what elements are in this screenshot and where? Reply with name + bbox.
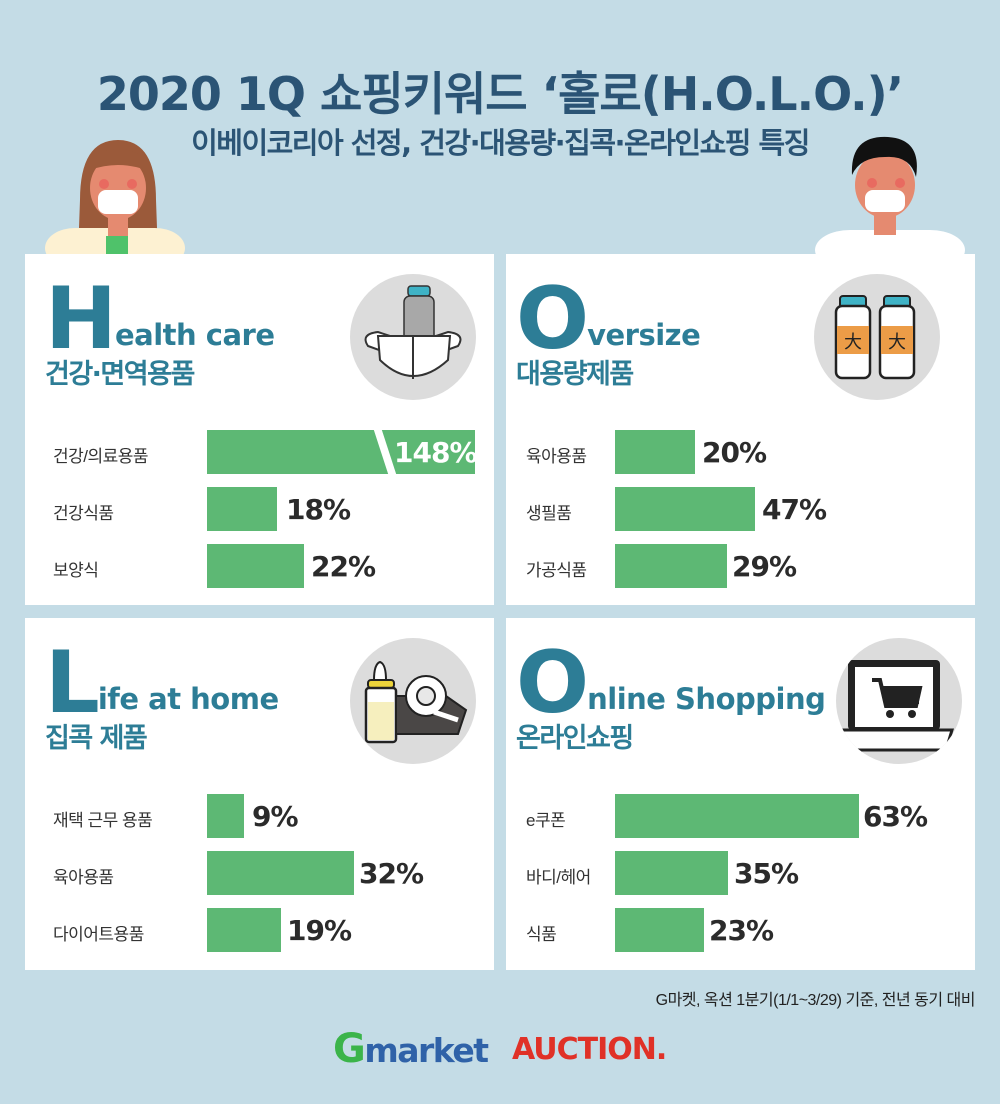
bar-list: 재택 근무 용품 9% 육아용품 32% 다이어트용품 19%: [25, 794, 494, 965]
panel-heading: Online Shopping 온라인쇼핑: [516, 633, 826, 755]
bottle-label: 大: [888, 332, 906, 353]
bar: [207, 487, 277, 531]
bar-row: 보양식 22%: [25, 544, 494, 601]
bar-list: 육아용품 20% 생필품 47% 가공식품 29%: [506, 430, 975, 601]
bar-value: 23%: [709, 914, 774, 947]
heading-initial: L: [45, 633, 100, 733]
panel-health-care: Health care 건강·면역용품 건강/의료용품 148% 건강식품 18…: [25, 254, 494, 605]
bar: [615, 794, 859, 838]
source-note: G마켓, 옥션 1분기(1/1~3/29) 기준, 전년 동기 대비: [655, 992, 976, 1009]
bar-label: 식품: [526, 925, 557, 944]
bar: [207, 908, 281, 952]
gmarket-logo-g: G: [333, 1026, 366, 1072]
bar-value: 32%: [359, 857, 424, 890]
bar-row: 생필품 47%: [506, 487, 975, 544]
bar-label: e쿠폰: [526, 811, 566, 830]
bar-label: 육아용품: [53, 868, 114, 887]
bar-label: 생필품: [526, 504, 572, 523]
bar-value: 29%: [732, 550, 797, 583]
bar-row: 식품 23%: [506, 908, 975, 965]
heading-word: ealth care: [114, 318, 275, 352]
heading-korean: 대용량제품: [516, 359, 634, 390]
bar: [615, 851, 728, 895]
bar-list: e쿠폰 63% 바디/헤어 35% 식품 23%: [506, 794, 975, 965]
bar: [615, 487, 755, 531]
bottle-label: 大: [844, 332, 862, 353]
bar-label: 가공식품: [526, 561, 587, 580]
bar-value: 20%: [702, 436, 767, 469]
bar-value: 148%: [394, 436, 478, 469]
large-bottles-icon: 大 大: [814, 274, 940, 400]
heading-word: versize: [587, 318, 701, 352]
auction-logo: AUCTION.: [512, 1032, 667, 1067]
bar: [207, 544, 304, 588]
bar: [615, 430, 695, 474]
woman-with-mask-illustration: [45, 140, 185, 256]
heading-initial: O: [516, 269, 589, 369]
panel-heading: Oversize 대용량제품: [516, 269, 701, 391]
bar-value: 9%: [252, 800, 299, 833]
heading-initial: H: [45, 269, 117, 369]
bar: [207, 794, 244, 838]
bar-label: 건강/의료용품: [53, 447, 149, 466]
bar-row: 육아용품 32%: [25, 851, 494, 908]
bar-row: 바디/헤어 35%: [506, 851, 975, 908]
bar-row: 다이어트용품 19%: [25, 908, 494, 965]
bar-row: 건강/의료용품 148%: [25, 428, 494, 487]
bar-row: 육아용품 20%: [506, 430, 975, 487]
bar-value: 63%: [863, 800, 928, 833]
bar-list: 건강/의료용품 148% 건강식품 18% 보양식 22%: [25, 428, 494, 601]
page-subtitle: 이베이코리아 선정, 건강·대용량·집콕·온라인쇼핑 특징: [191, 126, 810, 160]
heading-word: nline Shopping: [587, 682, 826, 716]
bar-label: 보양식: [53, 561, 99, 580]
heading-word: ife at home: [97, 682, 279, 716]
panel-heading: Health care 건강·면역용품: [45, 269, 275, 391]
bar-label: 바디/헤어: [526, 868, 591, 887]
heading-initial: O: [516, 633, 589, 733]
man-with-mask-illustration: [815, 136, 965, 255]
bar-value: 22%: [311, 550, 376, 583]
mask-and-bottle-icon: [350, 274, 476, 400]
panel-online-shopping: Online Shopping 온라인쇼핑 e쿠폰 63% 바디/헤어 35% …: [506, 618, 975, 970]
bar-value: 47%: [762, 493, 827, 526]
heading-korean: 온라인쇼핑: [516, 723, 634, 754]
bar: [615, 544, 727, 588]
gmarket-logo: Gmarket: [333, 1026, 489, 1072]
bar-row: 가공식품 29%: [506, 544, 975, 601]
bar-value: 19%: [287, 914, 352, 947]
bar: [615, 908, 704, 952]
bar-label: 다이어트용품: [53, 925, 144, 944]
panel-oversize: Oversize 대용량제품 大 大 육아용품 20% 생필품 47% 가공식품: [506, 254, 975, 605]
baby-bottle-and-tape-icon: [350, 638, 476, 764]
bar: [207, 851, 354, 895]
gmarket-logo-text: market: [364, 1031, 489, 1070]
heading-korean: 집콕 제품: [45, 723, 148, 754]
panel-heading: Life at home 집콕 제품: [45, 633, 279, 755]
bar: [207, 428, 475, 476]
bar-label: 육아용품: [526, 447, 587, 466]
bar-label: 재택 근무 용품: [53, 811, 153, 830]
panel-life-at-home: Life at home 집콕 제품 재택 근무 용품 9% 육아용품 32% …: [25, 618, 494, 970]
laptop-cart-icon: [836, 638, 962, 764]
bar-value: 18%: [286, 493, 351, 526]
bar-row: e쿠폰 63%: [506, 794, 975, 851]
bar-value: 35%: [734, 857, 799, 890]
bar-row: 재택 근무 용품 9%: [25, 794, 494, 851]
bar-label: 건강식품: [53, 504, 114, 523]
page-title: 2020 1Q 쇼핑키워드 ‘홀로(H.O.L.O.)’: [96, 67, 904, 121]
bar-row: 건강식품 18%: [25, 487, 494, 544]
heading-korean: 건강·면역용품: [45, 359, 195, 390]
